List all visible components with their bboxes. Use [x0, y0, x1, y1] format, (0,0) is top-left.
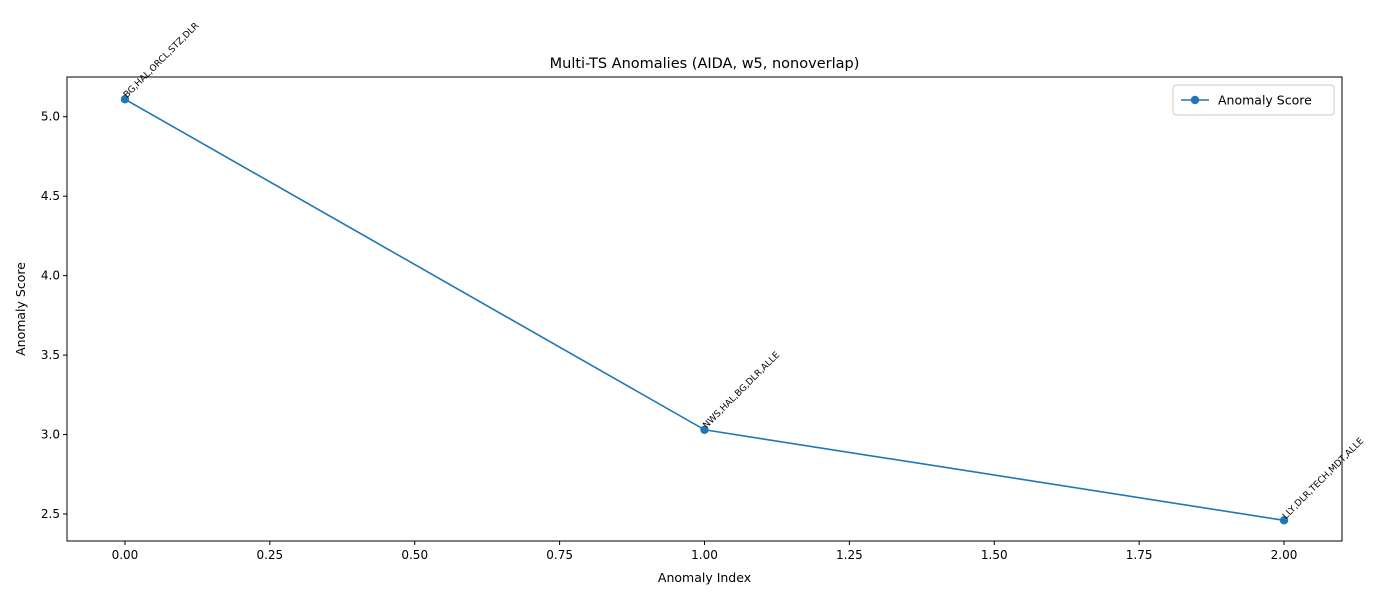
y-axis-label: Anomaly Score — [13, 262, 28, 356]
x-tick-label: 0.25 — [256, 548, 283, 562]
x-tick-label: 2.00 — [1271, 548, 1298, 562]
legend-box — [1172, 84, 1335, 116]
chart-title: Multi-TS Anomalies (AIDA, w5, nonoverlap… — [550, 56, 860, 72]
y-tick-label: 4.5 — [41, 189, 60, 203]
x-tick-label: 1.25 — [836, 548, 863, 562]
x-tick-label: 0.00 — [112, 548, 139, 562]
data-point — [1279, 516, 1289, 525]
data-point — [700, 425, 709, 434]
y-tick-label: 3.0 — [41, 428, 60, 442]
data-point — [120, 95, 130, 104]
y-tick-label: 3.5 — [41, 348, 60, 362]
x-tick-label: 0.75 — [546, 548, 573, 562]
y-tick-label: 4.0 — [41, 269, 60, 283]
x-tick-label: 1.75 — [1126, 548, 1153, 562]
y-tick-label: 2.5 — [41, 507, 60, 521]
y-tick-label: 5.0 — [41, 110, 60, 124]
legend-label: Anomaly Score — [1218, 93, 1312, 108]
x-tick-label: 1.50 — [981, 548, 1008, 562]
legend-marker — [1190, 95, 1200, 105]
x-tick-label: 0.50 — [401, 548, 428, 562]
x-tick-label: 1.00 — [691, 548, 718, 562]
x-axis-label: Anomaly Index — [658, 570, 751, 585]
